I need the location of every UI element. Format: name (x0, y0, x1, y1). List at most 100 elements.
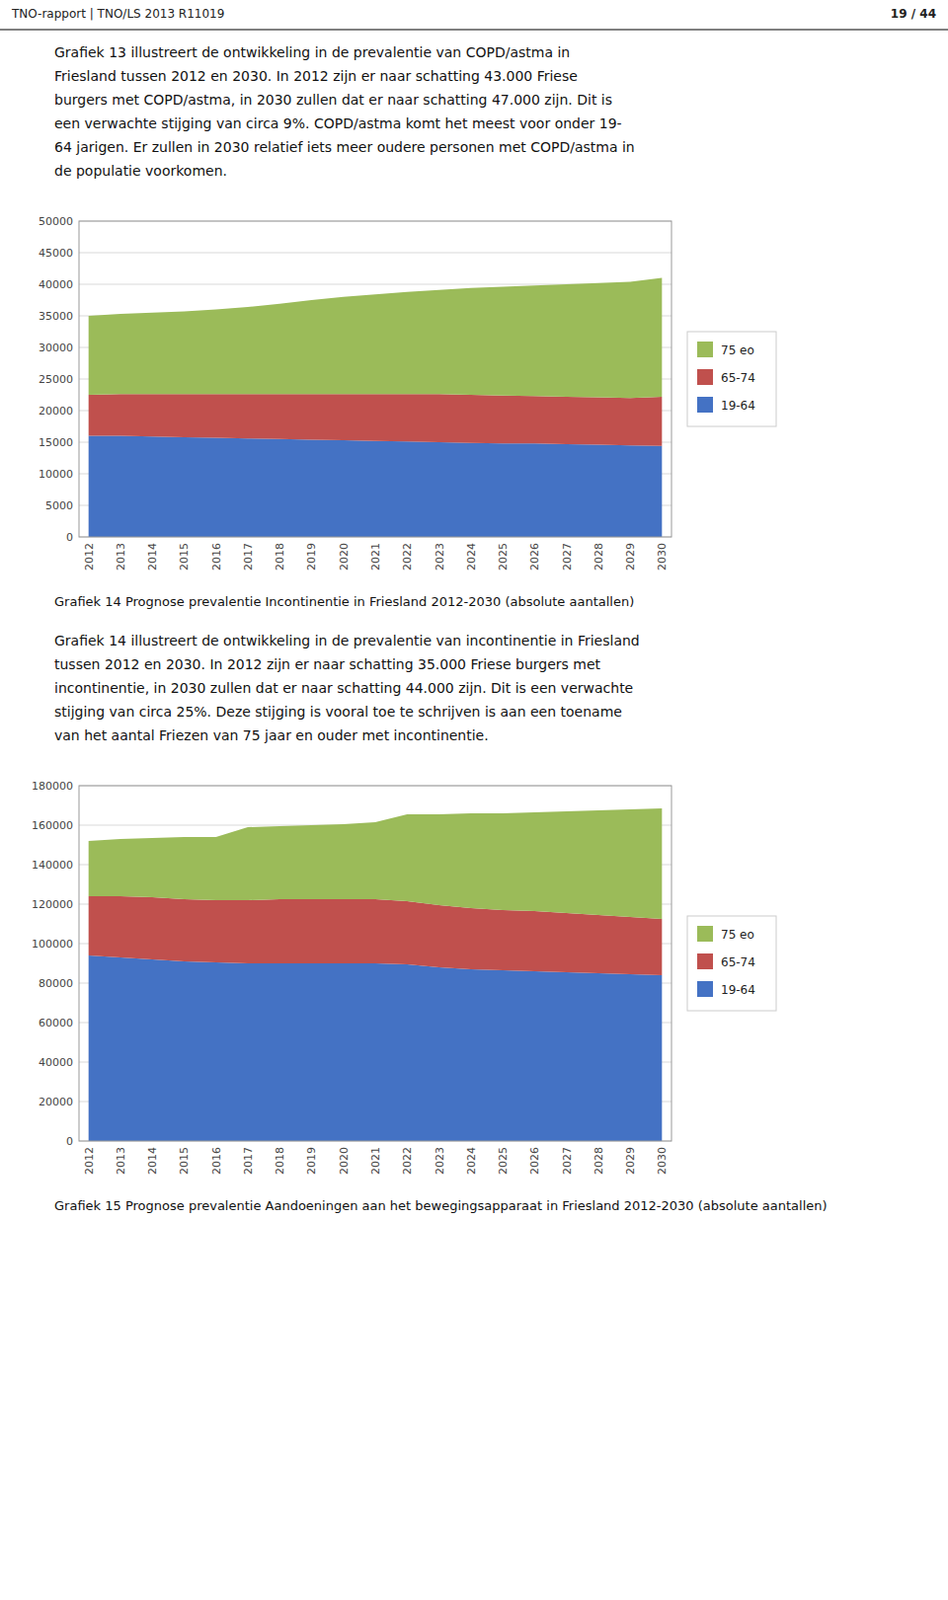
chart: 0 20000 40000 60000 80000 100000 120000 140000 1… (31, 780, 777, 1176)
x-tick-label: 2016 (210, 1147, 224, 1176)
legend-label: 75 eo (720, 928, 755, 943)
x-tick-label: 2026 (528, 1147, 542, 1176)
x-tick-label: 2015 (177, 543, 191, 571)
paragraph-line: stijging van circa 25%. Deze stijging is… (54, 704, 623, 720)
x-tick-label: 2020 (337, 543, 351, 571)
x-tick-label: 2018 (273, 543, 287, 571)
x-tick-label: 2012 (82, 543, 96, 571)
page-background (0, 0, 948, 1600)
plot-frame (79, 221, 672, 538)
y-tick-label: 100000 (31, 938, 74, 951)
x-tick-label: 2021 (369, 1147, 383, 1176)
x-tick-label: 2017 (241, 1147, 255, 1176)
y-tick-label: 25000 (38, 373, 74, 387)
x-tick-label: 2022 (400, 1147, 414, 1176)
legend-swatch (697, 953, 713, 970)
x-tick-label: 2029 (624, 543, 637, 571)
y-tick-label: 40000 (38, 1056, 74, 1070)
x-tick-label: 2024 (465, 543, 478, 571)
legend-swatch (697, 396, 713, 413)
y-tick-label: 5000 (45, 499, 74, 513)
paragraph-line: 64 jarigen. Er zullen in 2030 relatief i… (54, 139, 635, 156)
header-right: 19 / 44 (890, 6, 937, 21)
x-tick-label: 2020 (337, 1147, 351, 1176)
paragraph-line: tussen 2012 en 2030. In 2012 zijn er naa… (54, 656, 602, 673)
paragraph-line: burgers met COPD/astma, in 2030 zullen d… (54, 91, 613, 108)
x-tick-label: 2013 (114, 543, 128, 571)
x-tick-label: 2017 (241, 543, 255, 571)
y-tick-label: 140000 (31, 859, 74, 872)
legend-label: 65-74 (720, 955, 756, 970)
legend-swatch (697, 341, 713, 358)
x-tick-label: 2025 (496, 1147, 510, 1176)
caption: Grafiek 14 Prognose prevalentie Incontin… (54, 594, 634, 610)
legend-frame (687, 331, 777, 427)
legend-swatch (697, 369, 713, 386)
y-tick-label: 20000 (38, 404, 74, 418)
x-tick-label: 2027 (560, 1147, 574, 1176)
x-tick-label: 2019 (305, 1147, 318, 1176)
plot-background (79, 221, 672, 538)
x-tick-label: 2028 (592, 1147, 606, 1176)
x-tick-label: 2023 (433, 543, 447, 571)
x-tick-label: 2014 (146, 543, 159, 571)
paragraph-line: Friesland tussen 2012 en 2030. In 2012 z… (54, 68, 578, 84)
y-tick-label: 20000 (38, 1096, 74, 1109)
x-tick-label: 2022 (400, 543, 414, 571)
y-tick-label: 45000 (38, 246, 74, 260)
x-tick-label: 2021 (369, 543, 383, 571)
legend: 75 eo 65-74 19-64 (687, 916, 777, 1012)
y-tick-label: 30000 (38, 341, 74, 355)
x-tick-label: 2030 (655, 543, 669, 571)
y-tick-label: 40000 (38, 278, 74, 292)
x-tick-label: 2028 (592, 543, 606, 571)
x-tick-label: 2024 (465, 1147, 478, 1176)
x-tick-label: 2014 (146, 1147, 159, 1176)
plot-frame (79, 786, 672, 1142)
legend-swatch (697, 981, 713, 998)
legend-frame (687, 916, 777, 1012)
paragraph-line: Grafiek 14 illustreert de ontwikkeling i… (54, 632, 640, 649)
legend-label: 65-74 (720, 371, 756, 386)
y-tick-label: 180000 (31, 780, 74, 793)
y-tick-label: 80000 (38, 977, 74, 991)
y-tick-label: 10000 (38, 468, 74, 481)
header-left: TNO-rapport | TNO/LS 2013 R11019 (10, 6, 225, 21)
y-tick-label: 0 (66, 1135, 74, 1149)
y-tick-label: 50000 (38, 215, 74, 229)
x-tick-label: 2027 (560, 543, 574, 571)
paragraph-line: een verwachte stijging van circa 9%. COP… (54, 115, 623, 132)
areas (88, 278, 663, 538)
area (88, 278, 663, 399)
x-tick-label: 2030 (655, 1147, 669, 1176)
x-tick-label: 2013 (114, 1147, 128, 1176)
y-tick-label: 0 (66, 531, 74, 545)
legend-label: 19-64 (720, 398, 756, 413)
header-rule (0, 29, 948, 31)
y-tick-label: 160000 (31, 819, 74, 833)
x-tick-label: 2019 (305, 543, 318, 571)
area (88, 436, 663, 538)
x-tick-label: 2016 (210, 543, 224, 571)
x-tick-label: 2026 (528, 543, 542, 571)
x-tick-label: 2015 (177, 1147, 191, 1176)
legend: 75 eo 65-74 19-64 (687, 331, 777, 427)
x-tick-label: 2012 (82, 1147, 96, 1176)
x-tick-label: 2023 (433, 1147, 447, 1176)
caption: Grafiek 15 Prognose prevalentie Aandoeni… (54, 1198, 828, 1214)
chart: 0500010000150002000025000300003500040000… (38, 215, 777, 571)
page: TNO-rapport | TNO/LS 2013 R11019 19 / 44 G… (0, 0, 948, 1600)
legend-swatch (697, 926, 713, 943)
y-tick-label: 120000 (31, 898, 74, 912)
y-tick-label: 15000 (38, 436, 74, 450)
y-tick-label: 60000 (38, 1017, 74, 1030)
areas (88, 808, 663, 1142)
legend-label: 19-64 (720, 983, 756, 998)
area (88, 394, 663, 446)
legend-label: 75 eo (720, 343, 755, 358)
grid-line (79, 252, 672, 254)
paragraph-line: incontinentie, in 2030 zullen dat er naa… (54, 680, 633, 697)
plot-background (79, 786, 672, 1142)
paragraph-line: van het aantal Friezen van 75 jaar en ou… (54, 727, 489, 744)
x-tick-label: 2025 (496, 543, 510, 571)
